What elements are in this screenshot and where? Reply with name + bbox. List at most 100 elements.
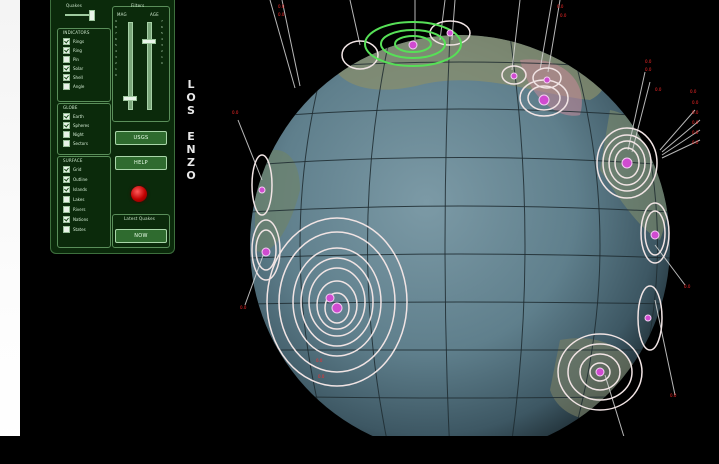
checkbox-box[interactable] bbox=[63, 186, 70, 193]
control-panel: Quakes INDICATORS Rings Ring Pin Solar S… bbox=[50, 0, 175, 254]
age-ticks: 7 6 5 4 3 2 1 0 bbox=[161, 18, 163, 66]
checkbox-label: Shell bbox=[73, 75, 83, 80]
checkbox-nations[interactable]: Nations bbox=[63, 216, 88, 223]
checkbox-label: Pin bbox=[73, 57, 79, 62]
checkbox-label: Rivers bbox=[73, 207, 86, 212]
checkbox-box[interactable] bbox=[63, 122, 70, 129]
checkbox-label: Ring bbox=[73, 48, 82, 53]
quake-rings bbox=[251, 20, 670, 411]
checkbox-label: Rings bbox=[73, 39, 85, 44]
checkbox-earth[interactable]: Earth bbox=[63, 113, 84, 120]
checkbox-angle[interactable]: Angle bbox=[63, 83, 84, 90]
checkbox-label: Earth bbox=[73, 114, 84, 119]
quake-label: 0.0 bbox=[692, 110, 699, 115]
quake-label: 0.0 bbox=[557, 4, 564, 9]
tick-label: 6 bbox=[161, 25, 163, 29]
mag-slider-thumb[interactable] bbox=[123, 95, 137, 101]
checkbox-lakes[interactable]: Lakes bbox=[63, 196, 84, 203]
tick-label: 0 bbox=[115, 73, 117, 77]
checkbox-box[interactable] bbox=[63, 83, 70, 90]
checkbox-box[interactable] bbox=[63, 166, 70, 173]
title-letter: E bbox=[187, 130, 195, 143]
checkbox-shell[interactable]: Shell bbox=[63, 74, 83, 81]
checkbox-label: Grid bbox=[73, 167, 82, 172]
age-slider-track[interactable] bbox=[147, 22, 152, 110]
title-letter: N bbox=[186, 143, 196, 156]
checkbox-label: Spheres bbox=[73, 123, 90, 128]
filters-title: Filters bbox=[131, 3, 145, 8]
latest-quakes-label: Latest Quakes bbox=[124, 216, 156, 221]
checkbox-box[interactable] bbox=[63, 131, 70, 138]
quake-labels: 0.0 0.0 0.0 0.0 0.0 0.0 0.0 0.0 0.0 0.0 … bbox=[232, 4, 699, 444]
checkbox-box[interactable] bbox=[63, 140, 70, 147]
quake-label: 0.0 bbox=[645, 59, 652, 64]
checkbox-label: Angle bbox=[73, 84, 85, 89]
quake-label: 0.0 bbox=[692, 100, 699, 105]
spike-lines bbox=[237, 0, 701, 441]
mag-slider-track[interactable] bbox=[128, 22, 133, 110]
indicators-group bbox=[57, 28, 111, 102]
checkbox-rings[interactable]: Rings bbox=[63, 38, 84, 45]
checkbox-grid[interactable]: Grid bbox=[63, 166, 81, 173]
record-indicator[interactable] bbox=[131, 186, 147, 202]
tick-label: 2 bbox=[115, 61, 117, 65]
surface-title: SURFACE bbox=[63, 158, 83, 163]
latest-quakes-group bbox=[112, 214, 170, 248]
checkbox-night[interactable]: Night bbox=[63, 131, 84, 138]
tick-label: 1 bbox=[115, 67, 117, 71]
filters-group bbox=[112, 6, 170, 122]
tick-label: 2 bbox=[161, 49, 163, 53]
help-button[interactable]: HELP bbox=[115, 156, 167, 170]
checkbox-box[interactable] bbox=[63, 216, 70, 223]
tick-label: 4 bbox=[161, 37, 163, 41]
checkbox-box[interactable] bbox=[63, 74, 70, 81]
tick-label: 5 bbox=[115, 43, 117, 47]
now-button[interactable]: NOW bbox=[115, 229, 167, 243]
checkbox-ring[interactable]: Ring bbox=[63, 47, 82, 54]
tick-label: 3 bbox=[115, 55, 117, 59]
title-letter: Z bbox=[187, 156, 195, 169]
checkbox-solar[interactable]: Solar bbox=[63, 65, 83, 72]
checkbox-box[interactable] bbox=[63, 113, 70, 120]
mag-ticks: 9 8 7 6 5 4 3 2 1 0 bbox=[115, 18, 117, 78]
checkbox-box[interactable] bbox=[63, 226, 70, 233]
age-slider-thumb[interactable] bbox=[142, 38, 156, 44]
checkbox-label: Nations bbox=[73, 217, 89, 222]
quake-label: 0.0 bbox=[232, 110, 239, 115]
quake-label: 0.0 bbox=[240, 305, 247, 310]
usgs-button[interactable]: USGS bbox=[115, 131, 167, 145]
checkbox-label: States bbox=[73, 227, 86, 232]
quake-label: 0.0 bbox=[692, 120, 699, 125]
checkbox-box[interactable] bbox=[63, 176, 70, 183]
tick-label: 9 bbox=[115, 19, 117, 23]
quake-label: 0.0 bbox=[692, 140, 699, 145]
checkbox-box[interactable] bbox=[63, 56, 70, 63]
checkbox-box[interactable] bbox=[63, 38, 70, 45]
checkbox-sectors[interactable]: Sectors bbox=[63, 140, 88, 147]
checkbox-box[interactable] bbox=[63, 47, 70, 54]
checkbox-pin[interactable]: Pin bbox=[63, 56, 79, 63]
quake-label: 0.0 bbox=[316, 358, 323, 363]
quake-label: 0.0 bbox=[318, 374, 325, 379]
vertical-title: L O S E N Z O bbox=[185, 78, 197, 182]
checkbox-box[interactable] bbox=[63, 65, 70, 72]
quake-label: 0.0 bbox=[278, 12, 285, 17]
mag-column-label: MAG bbox=[117, 12, 127, 17]
quakes-slider-thumb[interactable] bbox=[89, 10, 95, 21]
title-letter: O bbox=[186, 169, 196, 182]
age-column-label: AGE bbox=[150, 12, 159, 17]
checkbox-spheres[interactable]: Spheres bbox=[63, 122, 89, 129]
checkbox-outline[interactable]: Outline bbox=[63, 176, 87, 183]
tick-label: 8 bbox=[115, 25, 117, 29]
quake-label: 0.0 bbox=[645, 67, 652, 72]
tick-label: 3 bbox=[161, 43, 163, 47]
checkbox-rivers[interactable]: Rivers bbox=[63, 206, 85, 213]
quakes-slider-track[interactable] bbox=[65, 14, 93, 16]
surface-group bbox=[57, 156, 111, 248]
checkbox-states[interactable]: States bbox=[63, 226, 86, 233]
tick-label: 5 bbox=[161, 31, 163, 35]
checkbox-box[interactable] bbox=[63, 206, 70, 213]
checkbox-islands[interactable]: Islands bbox=[63, 186, 87, 193]
checkbox-box[interactable] bbox=[63, 196, 70, 203]
